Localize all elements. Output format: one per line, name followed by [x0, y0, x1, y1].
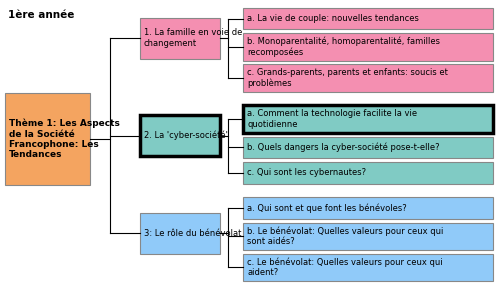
Text: a. Qui sont et que font les bénévoles?: a. Qui sont et que font les bénévoles? [247, 203, 407, 213]
Text: b. Monoparentalité, homoparentalité, familles
recomposées: b. Monoparentalité, homoparentalité, fam… [247, 37, 440, 57]
Text: a. Comment la technologie facilite la vie
quotidienne: a. Comment la technologie facilite la vi… [247, 109, 417, 129]
Text: 2. La 'cyber-société': 2. La 'cyber-société' [144, 131, 228, 140]
FancyBboxPatch shape [140, 115, 220, 156]
Text: 3: Le rôle du bénévolat: 3: Le rôle du bénévolat [144, 229, 242, 238]
Text: c. Qui sont les cybernautes?: c. Qui sont les cybernautes? [247, 168, 366, 177]
FancyBboxPatch shape [243, 137, 493, 158]
FancyBboxPatch shape [243, 254, 493, 281]
Text: b. Quels dangers la cyber-société pose-t-elle?: b. Quels dangers la cyber-société pose-t… [247, 143, 440, 152]
FancyBboxPatch shape [5, 93, 90, 185]
FancyBboxPatch shape [243, 8, 493, 29]
Text: c. Grands-parents, parents et enfants: soucis et
problèmes: c. Grands-parents, parents et enfants: s… [247, 68, 448, 88]
FancyBboxPatch shape [243, 106, 493, 133]
FancyBboxPatch shape [243, 223, 493, 250]
FancyBboxPatch shape [243, 64, 493, 92]
Text: b. Le bénévolat: Quelles valeurs pour ceux qui
sont aidés?: b. Le bénévolat: Quelles valeurs pour ce… [247, 226, 444, 246]
FancyBboxPatch shape [243, 33, 493, 61]
Text: c. Le bénévolat: Quelles valeurs pour ceux qui
aident?: c. Le bénévolat: Quelles valeurs pour ce… [247, 257, 442, 277]
FancyBboxPatch shape [243, 197, 493, 219]
Text: 1. La famille en voie de
changement: 1. La famille en voie de changement [144, 28, 242, 48]
Text: 1ère année: 1ère année [8, 10, 74, 20]
FancyBboxPatch shape [140, 213, 220, 254]
Text: Thème 1: Les Aspects
de la Société
Francophone: Les
Tendances: Thème 1: Les Aspects de la Société Franc… [9, 119, 120, 160]
Text: a. La vie de couple: nouvelles tendances: a. La vie de couple: nouvelles tendances [247, 14, 419, 23]
FancyBboxPatch shape [140, 17, 220, 59]
FancyBboxPatch shape [243, 162, 493, 184]
